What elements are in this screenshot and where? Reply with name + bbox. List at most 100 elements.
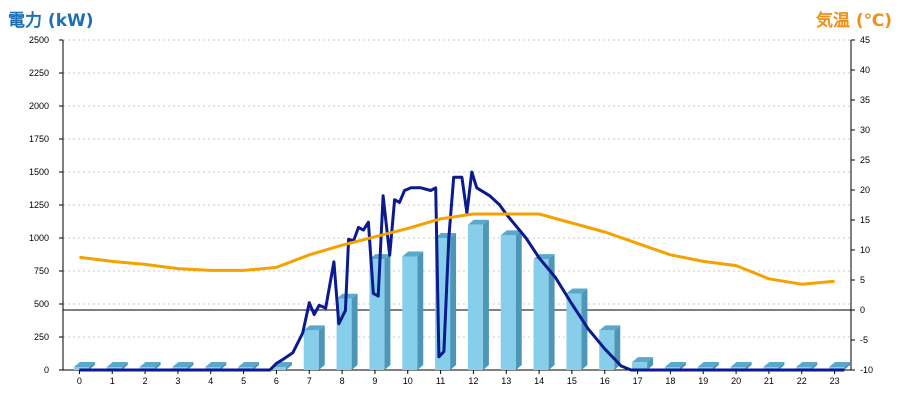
bar-top (829, 362, 851, 367)
bar-side (187, 362, 194, 370)
x-tick-label: 20 (731, 376, 741, 386)
right-axis-title: 気温 (℃) (815, 11, 892, 31)
left-tick-label: 250 (34, 332, 49, 342)
left-tick-label: 1500 (29, 167, 49, 177)
left-tick-label: 500 (34, 299, 49, 309)
left-tick-label: 2000 (29, 101, 49, 111)
lines-layer (79, 170, 845, 372)
left-tick-label: 1000 (29, 233, 49, 243)
bar-side (318, 325, 325, 370)
left-axis-title: 電力 (kW) (8, 11, 94, 31)
x-tick-label: 14 (534, 376, 544, 386)
bar-top (730, 362, 752, 367)
right-tick-label: 5 (860, 275, 865, 285)
bar-front (467, 224, 483, 370)
right-tick-label: -10 (860, 365, 873, 375)
bar-side (548, 254, 555, 370)
bar-side (88, 362, 95, 370)
bar-side (515, 230, 522, 370)
bar-side (482, 219, 489, 370)
bar-top (303, 325, 325, 331)
left-tick-label: 2250 (29, 68, 49, 78)
x-tick-label: 21 (764, 376, 774, 386)
x-tick-label: 16 (600, 376, 610, 386)
x-tick-label: 22 (797, 376, 807, 386)
bar (500, 230, 522, 370)
right-tick-label: 20 (860, 185, 870, 195)
bar-side (745, 362, 752, 370)
x-tick-label: 8 (340, 376, 345, 386)
bar (336, 293, 358, 370)
x-tick-label: 12 (468, 376, 478, 386)
bar (402, 251, 424, 370)
x-tick-label: 13 (501, 376, 511, 386)
bars-layer (73, 219, 851, 370)
bar (467, 219, 489, 370)
bar-top (172, 362, 194, 367)
bar-front (632, 362, 648, 370)
right-tick-label: 35 (860, 95, 870, 105)
x-tick-label: 15 (567, 376, 577, 386)
left-tick-label: 0 (44, 365, 49, 375)
x-tick-label: 3 (175, 376, 180, 386)
x-tick-label: 5 (241, 376, 246, 386)
right-tick-label: 15 (860, 215, 870, 225)
bar-top (599, 325, 621, 331)
x-tick-label: 0 (77, 376, 82, 386)
right-tick-label: 45 (860, 35, 870, 45)
bar (632, 357, 654, 370)
x-tick-label: 9 (372, 376, 377, 386)
bar-top (500, 230, 522, 236)
right-tick-label: 25 (860, 155, 870, 165)
x-tick-label: 18 (665, 376, 675, 386)
bar-front (303, 330, 319, 370)
bar-top (106, 362, 128, 367)
bar-side (384, 254, 391, 370)
x-tick-label: 10 (403, 376, 413, 386)
axes-layer (59, 39, 855, 374)
right-tick-label: 0 (860, 305, 865, 315)
bar-side (778, 362, 785, 370)
left-tick-label: 1250 (29, 200, 49, 210)
bar-top (402, 251, 424, 257)
bar-side (154, 362, 161, 370)
bar-side (811, 362, 818, 370)
bar-side (647, 357, 654, 370)
x-tick-label: 6 (274, 376, 279, 386)
x-tick-label: 23 (830, 376, 840, 386)
right-tick-label: 10 (860, 245, 870, 255)
bar-front (500, 235, 516, 370)
bar (303, 325, 325, 370)
bar-top (139, 362, 161, 367)
bar-side (450, 233, 457, 370)
bar-top (632, 357, 654, 363)
grid-layer (63, 39, 851, 338)
bar-top (238, 362, 260, 367)
bar-side (285, 362, 292, 370)
bar-side (844, 362, 851, 370)
x-tick-label: 17 (633, 376, 643, 386)
bar-side (351, 293, 358, 370)
power-line (79, 170, 845, 372)
right-tick-label: -5 (860, 335, 868, 345)
x-tick-label: 4 (208, 376, 213, 386)
bar-top (697, 362, 719, 367)
bar-side (581, 288, 588, 370)
bar-front (336, 298, 352, 370)
x-tick-label: 2 (143, 376, 148, 386)
bar-top (796, 362, 818, 367)
bar-side (121, 362, 128, 370)
x-tick-label: 1 (110, 376, 115, 386)
bar-top (73, 362, 95, 367)
x-tick-label: 7 (307, 376, 312, 386)
bar-front (270, 367, 286, 370)
bar-top (435, 233, 457, 238)
right-tick-label: 30 (860, 125, 870, 135)
labels-layer: 02505007501000125015001750200022502500-1… (29, 35, 873, 386)
bar-side (417, 251, 424, 370)
bar-front (402, 256, 418, 370)
bar-top (566, 288, 588, 294)
left-tick-label: 1750 (29, 134, 49, 144)
